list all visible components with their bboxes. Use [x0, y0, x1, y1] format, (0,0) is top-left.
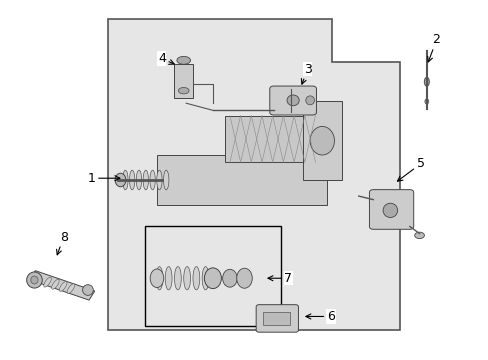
Polygon shape [29, 271, 95, 300]
Ellipse shape [31, 276, 38, 284]
Ellipse shape [156, 267, 163, 290]
Ellipse shape [183, 267, 190, 290]
Ellipse shape [424, 77, 428, 86]
Ellipse shape [165, 267, 172, 290]
Ellipse shape [27, 272, 42, 288]
Ellipse shape [414, 232, 424, 239]
Ellipse shape [67, 284, 75, 293]
Text: 4: 4 [158, 52, 174, 65]
Text: 1: 1 [87, 172, 120, 185]
FancyBboxPatch shape [369, 190, 413, 229]
Ellipse shape [157, 170, 162, 190]
Bar [302, 102, 341, 180]
Ellipse shape [122, 170, 128, 190]
Ellipse shape [204, 268, 221, 289]
Ellipse shape [202, 267, 208, 290]
Text: 5: 5 [397, 157, 424, 181]
Ellipse shape [59, 282, 67, 291]
Ellipse shape [382, 203, 397, 217]
Bar [157, 155, 326, 205]
Text: 7: 7 [267, 272, 292, 285]
Ellipse shape [163, 170, 168, 190]
Bar [224, 116, 312, 162]
FancyBboxPatch shape [269, 86, 316, 115]
Ellipse shape [236, 268, 252, 288]
Polygon shape [108, 19, 399, 330]
Text: 3: 3 [301, 63, 311, 84]
Bar [263, 312, 289, 325]
Ellipse shape [174, 267, 181, 290]
Ellipse shape [309, 126, 334, 155]
Ellipse shape [193, 267, 200, 290]
Ellipse shape [150, 269, 163, 288]
Ellipse shape [115, 173, 125, 187]
Ellipse shape [150, 170, 155, 190]
Ellipse shape [222, 269, 237, 287]
Text: 8: 8 [57, 231, 67, 255]
Ellipse shape [51, 279, 59, 289]
Ellipse shape [129, 170, 135, 190]
Ellipse shape [424, 99, 428, 104]
Text: 2: 2 [427, 33, 440, 62]
Ellipse shape [178, 87, 189, 94]
Ellipse shape [143, 170, 148, 190]
Ellipse shape [305, 96, 314, 105]
Bar [144, 226, 281, 327]
Ellipse shape [136, 170, 142, 190]
Ellipse shape [286, 95, 299, 106]
Text: 6: 6 [305, 310, 334, 323]
FancyBboxPatch shape [256, 305, 298, 332]
Ellipse shape [44, 277, 51, 287]
Ellipse shape [82, 285, 93, 296]
Ellipse shape [177, 57, 190, 64]
Bar [174, 64, 193, 98]
